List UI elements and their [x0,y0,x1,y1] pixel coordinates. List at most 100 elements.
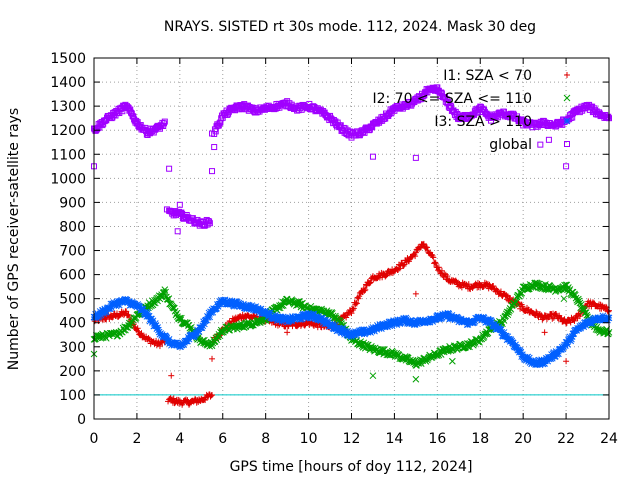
legend-label: I1: SZA < 70 [443,68,532,84]
data-point [138,330,145,337]
data-point [350,305,357,312]
outlier-point [541,329,548,336]
data-point [161,286,169,293]
y-tick-label: 800 [59,219,86,235]
x-tick-label: 4 [175,431,184,447]
y-tick-label: 0 [77,412,86,428]
outlier-point [537,141,544,148]
y-tick-label: 600 [59,268,86,284]
data-point [571,317,578,324]
data-point [417,244,424,251]
x-tick-label: 6 [218,431,227,447]
data-point [605,308,612,315]
series-4 [91,84,612,235]
y-tick-label: 1400 [50,75,86,91]
x-tick-label: 16 [428,431,446,447]
y-tick-label: 1300 [50,99,86,115]
outlier-point [211,144,218,151]
data-point [444,273,451,280]
data-point [412,249,419,256]
data-point [165,295,173,303]
x-tick-label: 20 [514,431,532,447]
series-layer [90,84,613,408]
data-point [505,308,512,316]
y-tick-label: 500 [59,292,86,308]
y-tick-label: 900 [59,195,86,211]
y-tick-label: 400 [59,316,86,332]
data-point [217,328,224,336]
y-tick-label: 100 [59,388,86,404]
outlier-point [369,372,377,380]
data-point [278,302,286,310]
y-tick-label: 1100 [50,147,86,163]
series-3 [90,295,613,369]
data-point [533,308,540,315]
data-point [519,303,526,310]
data-point [331,314,338,322]
data-point [430,254,437,261]
y-axis-ticks: 0 100 200 300 400 500 600 700 800 900 1000 1100 1200… [50,51,609,428]
data-point [563,320,570,327]
outlier-point [412,375,420,383]
data-point [109,314,116,321]
outlier-point [412,154,419,161]
x-axis-label: GPS time [hours of doy 112, 2024] [230,459,473,475]
data-point [482,330,489,338]
data-point [367,279,374,286]
data-point [412,253,419,260]
outlier-point [168,372,175,379]
chart-title: NRAYS. SISTED rt 30s mode. 112, 2024. Ma… [164,19,536,35]
x-tick-label: 2 [132,431,141,447]
data-point [423,244,430,251]
legend-marker [563,94,571,102]
legend-marker [564,72,570,78]
outlier-point [412,290,419,297]
data-point [134,325,141,332]
data-point [396,265,403,272]
data-point [420,240,427,247]
data-point [362,286,369,293]
data-point [574,295,582,303]
data-point [126,322,134,330]
data-point [432,260,439,267]
outlier-point [563,358,570,365]
outlier-point [284,329,291,336]
x-tick-label: 8 [261,431,270,447]
data-point [504,311,512,319]
outlier-point [166,165,173,172]
legend-label: global [489,137,532,153]
data-point [400,262,407,269]
data-point [170,395,177,402]
legend-marker [564,141,570,147]
x-tick-label: 14 [386,431,404,447]
legend-label: I3: SZA > 110 [434,114,532,130]
data-point [366,279,373,286]
x-tick-label: 0 [90,431,99,447]
data-point [512,298,520,306]
outlier-point [369,153,376,160]
data-point [382,272,389,279]
outlier-point [449,357,456,365]
y-tick-label: 300 [59,340,86,356]
outlier-point [209,168,216,175]
data-point [383,271,390,278]
data-point [361,287,368,294]
x-tick-label: 18 [471,431,489,447]
data-point [209,392,216,399]
x-tick-label: 24 [600,431,618,447]
data-point [353,299,360,306]
data-point [604,330,612,338]
y-tick-label: 1000 [50,171,86,187]
data-point [595,327,603,334]
x-tick-label: 22 [557,431,575,447]
data-point [575,297,583,305]
y-tick-label: 1200 [50,123,86,139]
outlier-point [560,295,568,303]
x-axis-ticks: 0 2 4 6 8 10 12 14 16 18 20 22 24 [90,58,618,447]
outlier-point [174,228,181,235]
data-point [123,308,130,315]
data-point [348,310,355,317]
data-point [176,314,184,322]
data-point [275,304,283,312]
data-point [580,305,588,312]
